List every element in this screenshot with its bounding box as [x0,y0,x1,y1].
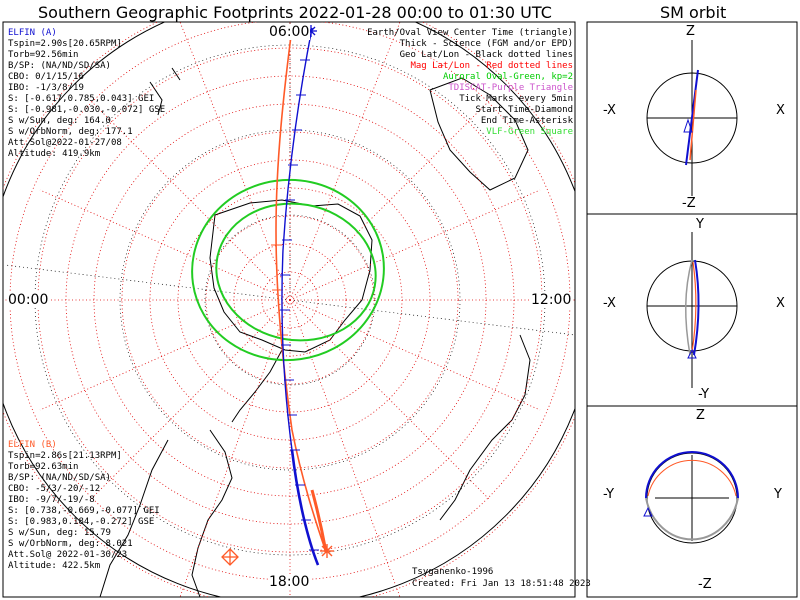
continent-outlines [99,67,531,597]
sm-panel-1-view-triangle [683,118,693,133]
legend-item: Earth/Oval View Center Time (triangle) [367,28,573,38]
sm-panel-2-elfin-a [693,259,700,356]
elfin-a-science-segment [290,449,320,566]
elfin-b-path [275,27,327,553]
hour-label-right: 12:00 [530,292,573,308]
hour-label-bottom: 18:00 [268,574,311,590]
elfin-b-info: ELFIN (B) Tspin=2.86s[21.13RPM] Torb=92.… [8,440,160,572]
elfin-a-line: S: [-0.617,0.785,0.043] GEI [8,94,155,104]
legend-item: Tick Marks every 5min [459,94,573,104]
sm-panel-2-label-left: -X [603,296,616,311]
page-title: Southern Geographic Footprints 2022-01-2… [38,3,552,22]
model-label: Tsyganenko-1996 [412,567,494,577]
sm-panel-2 [646,232,738,388]
legend-item: Mag Lat/Lon - Red dotted lines [410,61,573,71]
elfin-a-line: Tspin=2.90s[20.65RPM] [8,39,122,49]
elfin-a-line: Torb=92.56min [8,50,79,60]
elfin-b-line: Altitude: 422.5km [8,561,101,571]
legend-item: VLF-Green Square [486,127,573,137]
sm-panel-1-label-right: X [776,103,785,118]
sm-panel-3-elfin-b [647,459,737,497]
elfin-b-line: CBO: -5/3/-20/-12 [8,484,101,494]
sm-panel-1-elfin-a [685,69,699,166]
sm-panel-3-elfin-a [645,451,739,499]
auroral-oval-inner [215,202,377,342]
elfin-b-line: IBO: -9/7/-19/-8 [8,495,95,505]
legend-item: Geo Lat/Lon - Black dotted lines [399,50,573,60]
sm-panel-3-shadow [645,497,739,541]
elfin-a-path [281,27,319,566]
sm-panel-2-elfin-b [691,261,697,353]
sm-panel-1-label-left: -X [603,103,616,118]
legend: Earth/Oval View Center Time (triangle) T… [367,28,573,138]
elfin-a-ticks [280,59,319,551]
hour-label-top: 06:00 [268,24,311,40]
elfin-b-start-diamond [221,548,239,566]
elfin-a-line: CBO: 0/1/15/16 [8,72,84,82]
sm-panel-3 [643,451,739,544]
sm-panel-3-label-top: Z [696,408,705,423]
legend-item: Thick - Science (FGM and/or EPD) [399,39,573,49]
map-frame [2,21,576,598]
sm-panel-1-label-top: Z [686,24,695,39]
elfin-b-track [221,27,334,566]
sm-panel-3-label-bottom: -Z [698,577,712,592]
auroral-oval-outer [191,178,385,362]
elfin-a-info: ELFIN (A) Tspin=2.90s[20.65RPM] Torb=92.… [8,28,165,160]
elfin-b-science-segment [310,489,328,553]
auroral-oval [191,178,385,362]
sm-orbit-title: SM orbit [660,3,727,22]
elfin-b-title: ELFIN (B) [8,440,57,450]
elfin-b-line: S w/Sun, deg: 15.79 [8,528,111,538]
created-label: Created: Fri Jan 13 18:51:48 2023 [412,579,591,589]
antarctic-peninsula [231,349,283,423]
elfin-b-line: Att.Sol@ 2022-01-30/23 [8,550,128,560]
legend-item: TDISCAT-Purple Triangle [448,83,573,93]
elfin-b-line: Torb=92.63min [8,462,79,472]
elfin-a-line: Att.Sol@2022-01-27/08 [8,138,122,148]
elfin-a-line: B/SP: (NA/ND/SD/SA) [8,61,111,71]
south-america-outline [99,429,233,597]
australia-outline [429,77,529,191]
legend-item: Start Time-Diamond [475,105,573,115]
sm-panel-2-view-triangle [687,348,697,359]
elfin-a-line: S w/Sun, deg: 164.0 [8,116,111,126]
sm-frame [586,21,798,598]
hour-label-left: 00:00 [7,292,50,308]
elfin-a-line: Altitude: 419.9km [8,149,101,159]
sm-panel-2-shadow [685,259,693,356]
elfin-b-line: S w/OrbNorm, deg: 8.021 [8,539,133,549]
elfin-a-line: IBO: -1/3/8/19 [8,83,84,93]
sm-panel-2-label-bottom: -Y [698,387,710,402]
africa-outline [439,334,531,521]
legend-item: Auroral Oval-Green, kp=2 [442,72,573,82]
sm-panel-3-label-right: Y [774,487,782,502]
sm-panel-3-view-triangle [643,506,653,517]
elfin-b-end-asterisk [320,544,334,558]
elfin-a-track [280,25,320,566]
legend-item: End Time-Asterisk [480,116,573,126]
sm-panel-3-label-left: -Y [603,487,615,502]
sm-panel-1-label-bottom: -Z [682,196,696,211]
elfin-b-line: S: [0.983,0.184,-0.272] GSE [8,517,155,527]
sm-panel-1-elfin-b [689,89,697,161]
elfin-b-line: B/SP: (NA/ND/SD/SA) [8,473,111,483]
elfin-b-line: Tspin=2.86s[21.13RPM] [8,451,122,461]
sm-panel-2-label-right: X [776,296,785,311]
sm-panel-2-label-top: Y [696,217,704,232]
elfin-a-line: S: [-0.981,-0.030,-0.072] GSE [8,105,166,115]
elfin-a-line: S w/OrbNorm, deg: 177.1 [8,127,133,137]
sm-panel-1 [646,40,738,196]
elfin-b-line: S: [0.738,-0.669,-0.077] GEI [8,506,160,516]
elfin-a-title: ELFIN (A) [8,28,57,38]
